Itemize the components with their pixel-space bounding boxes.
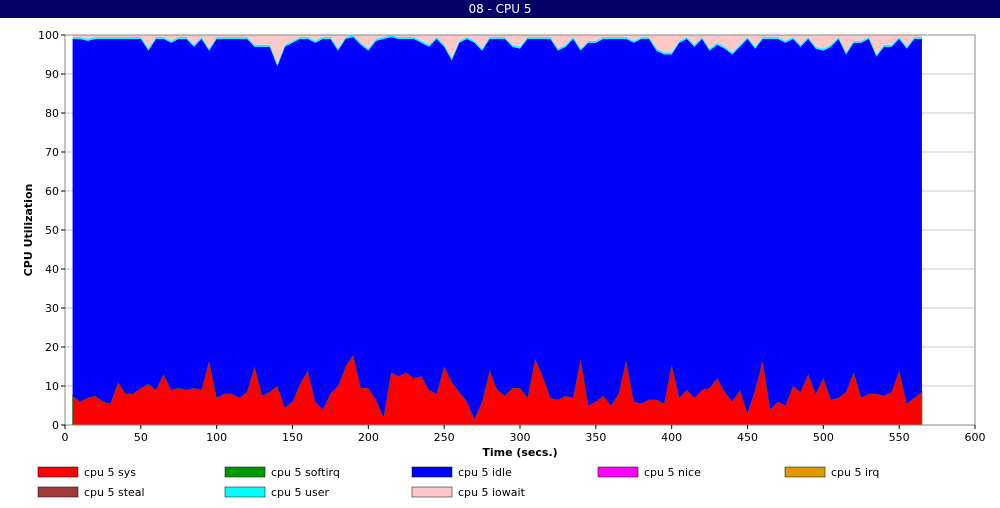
x-tick-label: 550 xyxy=(889,431,910,444)
legend-swatch xyxy=(784,466,826,478)
legend-swatch xyxy=(597,466,639,478)
y-tick-label: 40 xyxy=(45,263,59,276)
y-tick-label: 90 xyxy=(45,68,59,81)
x-tick-label: 150 xyxy=(282,431,303,444)
x-tick-label: 50 xyxy=(134,431,148,444)
x-tick-label: 250 xyxy=(434,431,455,444)
legend-swatch xyxy=(224,466,266,478)
legend-label: cpu 5 user xyxy=(271,486,329,499)
area xyxy=(72,35,922,67)
legend-label: cpu 5 nice xyxy=(644,466,701,479)
x-tick-label: 400 xyxy=(661,431,682,444)
x-tick-label: 0 xyxy=(62,431,69,444)
x-tick-label: 450 xyxy=(737,431,758,444)
x-tick-label: 350 xyxy=(585,431,606,444)
legend-label: cpu 5 steal xyxy=(84,486,145,499)
y-tick-label: 30 xyxy=(45,302,59,315)
legend-swatch xyxy=(37,486,79,498)
y-tick-label: 70 xyxy=(45,146,59,159)
y-tick-label: 0 xyxy=(52,419,59,432)
legend-label: cpu 5 iowait xyxy=(458,486,526,499)
y-tick-label: 100 xyxy=(38,29,59,42)
y-axis-label: CPU Utilization xyxy=(22,184,35,277)
legend-swatch xyxy=(224,486,266,498)
x-tick-label: 300 xyxy=(510,431,531,444)
x-tick-label: 200 xyxy=(358,431,379,444)
chart-title: 08 - CPU 5 xyxy=(468,2,531,16)
legend-label: cpu 5 softirq xyxy=(271,466,340,479)
title-bar xyxy=(0,0,1000,18)
legend-label: cpu 5 irq xyxy=(831,466,879,479)
x-tick-label: 100 xyxy=(206,431,227,444)
legend-swatch xyxy=(411,486,453,498)
area xyxy=(72,36,922,420)
x-tick-label: 600 xyxy=(965,431,986,444)
x-tick-label: 500 xyxy=(813,431,834,444)
x-axis-label: Time (secs.) xyxy=(482,446,557,459)
legend-label: cpu 5 sys xyxy=(84,466,136,479)
area xyxy=(72,35,922,65)
y-tick-label: 60 xyxy=(45,185,59,198)
y-tick-label: 10 xyxy=(45,380,59,393)
legend-label: cpu 5 idle xyxy=(458,466,512,479)
legend-swatch xyxy=(411,466,453,478)
y-tick-label: 20 xyxy=(45,341,59,354)
y-tick-label: 50 xyxy=(45,224,59,237)
legend-swatch xyxy=(37,466,79,478)
y-tick-label: 80 xyxy=(45,107,59,120)
